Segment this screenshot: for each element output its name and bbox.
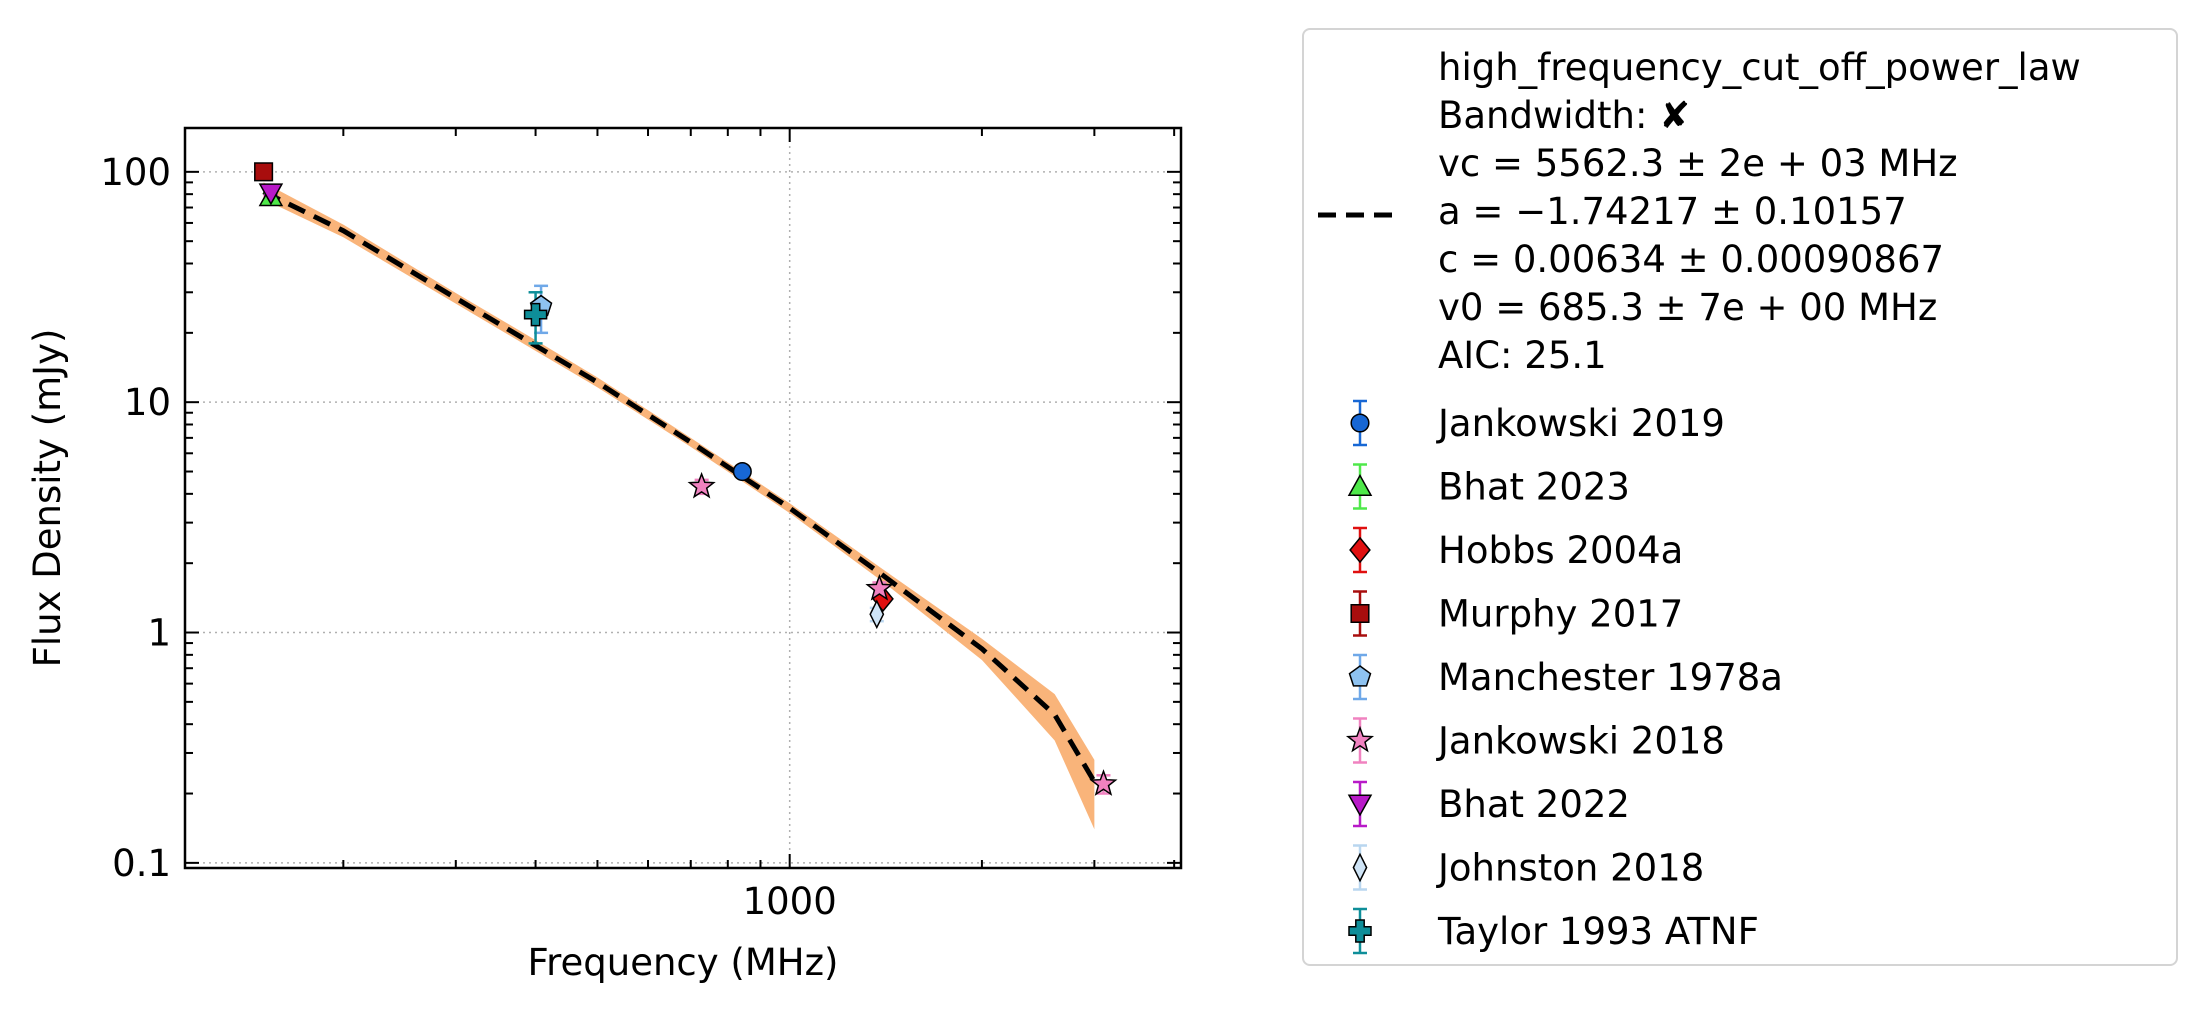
y-tick-label: 10	[124, 381, 171, 424]
y-axis-label: Flux Density (mJy)	[26, 329, 69, 668]
data-point	[1089, 769, 1118, 796]
grid	[185, 128, 1181, 868]
legend-series-label: Murphy 2017	[1438, 593, 1683, 636]
legend-fit-text: AIC: 25.1	[1438, 334, 1607, 377]
legend-fit-text: c = 0.00634 ± 0.00090867	[1438, 238, 1944, 281]
data-point	[869, 599, 885, 630]
fit-uncertainty-band	[263, 182, 1095, 830]
y-tick-label: 100	[100, 151, 171, 194]
legend-series-label: Manchester 1978a	[1438, 656, 1783, 699]
legend-swatch-marker	[1345, 725, 1375, 753]
fit-curve	[262, 189, 1097, 784]
legend-series-label: Jankowski 2019	[1436, 402, 1725, 445]
legend-series-label: Taylor 1993 ATNF	[1437, 910, 1759, 953]
legend-frame	[1302, 28, 2178, 966]
plot-frame	[183, 126, 1183, 870]
fit-band	[263, 182, 1095, 830]
legend-series-label: Jankowski 2018	[1436, 720, 1725, 763]
y-tick-label: 1	[147, 612, 171, 655]
legend-swatch-marker	[1350, 413, 1370, 433]
legend-fit-text: a = −1.74217 ± 0.10157	[1438, 190, 1907, 233]
legend-fit-text: Bandwidth: ✘	[1438, 94, 1690, 137]
legend-series-label: Hobbs 2004a	[1438, 529, 1683, 572]
data-point	[732, 461, 752, 482]
legend-swatch-marker	[1347, 794, 1373, 817]
legend-fit-text: v0 = 685.3 ± 7e + 00 MHz	[1438, 286, 1937, 329]
legend-swatch-marker	[1347, 473, 1373, 497]
data-point	[254, 162, 274, 182]
data-point	[865, 573, 894, 601]
legend-swatch-marker	[1352, 852, 1368, 883]
x-tick-label: 1000	[743, 880, 837, 923]
legend-fit-text: high_frequency_cut_off_power_law	[1438, 46, 2081, 89]
legend-series-label: Johnston 2018	[1436, 847, 1704, 890]
data-markers	[254, 162, 1118, 796]
data-point	[258, 183, 284, 206]
legend-fit-text: vc = 5562.3 ± 2e + 03 MHz	[1438, 142, 1958, 185]
data-point	[687, 471, 716, 499]
x-axis-label: Frequency (MHz)	[528, 941, 839, 984]
fit-line	[262, 189, 1097, 784]
legend-series-label: Bhat 2022	[1438, 783, 1630, 826]
legend-swatch-marker	[1349, 536, 1371, 564]
legend: high_frequency_cut_off_power_law Bandwidt…	[1318, 46, 2081, 955]
axis-ticks: 0.1 1 10 100 1000	[100, 128, 1181, 923]
y-tick-label: 0.1	[112, 842, 171, 885]
legend-series-label: Bhat 2023	[1438, 466, 1630, 509]
legend-swatch-marker	[1350, 603, 1370, 624]
legend-swatch-marker	[1348, 665, 1372, 687]
error-bars	[256, 166, 1111, 795]
data-point	[523, 302, 548, 327]
legend-swatch-marker	[1348, 919, 1372, 943]
